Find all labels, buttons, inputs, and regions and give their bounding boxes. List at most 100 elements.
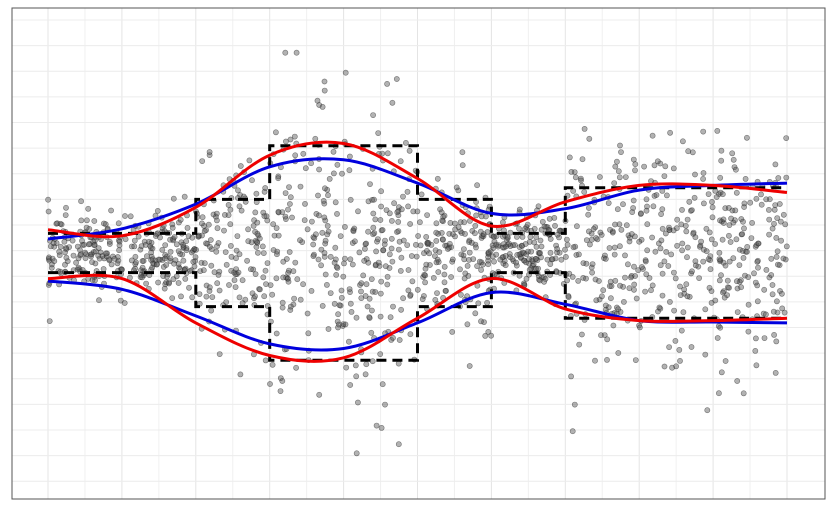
- plot-border: [11, 7, 826, 500]
- scatter-point: [745, 274, 752, 280]
- scatter-point: [223, 299, 230, 305]
- scatter-point: [668, 251, 675, 258]
- scatter-point: [373, 248, 379, 255]
- scatter-point: [720, 216, 727, 223]
- scatter-point: [408, 253, 415, 259]
- scatter-point: [205, 221, 212, 228]
- scatter-point: [629, 209, 636, 215]
- scatter-point: [700, 170, 707, 176]
- scatter-point: [277, 388, 284, 394]
- scatter-point: [149, 256, 156, 263]
- scatter-point: [551, 214, 558, 221]
- scatter-point: [606, 283, 613, 289]
- scatter-point: [631, 281, 638, 288]
- scatter-point: [171, 234, 178, 240]
- scatter-point: [684, 293, 691, 300]
- scatter-point: [261, 293, 268, 300]
- scatter-point: [183, 247, 190, 254]
- scatter-point: [379, 381, 386, 388]
- scatter-point: [684, 254, 690, 261]
- scatter-point: [312, 135, 319, 142]
- scatter-point: [564, 277, 570, 284]
- scatter-point: [457, 219, 464, 226]
- scatter-point: [316, 166, 322, 173]
- scatter-point: [516, 225, 522, 232]
- scatter-point: [721, 294, 728, 301]
- scatter-point: [378, 188, 384, 195]
- series-3-lower-line: [47, 273, 788, 363]
- scatter-point: [305, 330, 312, 337]
- scatter-point: [325, 192, 331, 199]
- scatter-point: [683, 228, 690, 235]
- scatter-point: [761, 286, 768, 293]
- scatter-point: [620, 201, 626, 208]
- scatter-point: [783, 174, 790, 181]
- scatter-point: [441, 212, 448, 219]
- scatter-point: [264, 260, 271, 266]
- scatter-point: [433, 220, 440, 227]
- scatter-point: [648, 287, 654, 294]
- scatter-point: [262, 267, 269, 274]
- scatter-point: [377, 290, 384, 297]
- scatter-point: [738, 284, 744, 291]
- scatter-point: [612, 163, 619, 170]
- scatter-point: [262, 185, 269, 191]
- scatter-point: [177, 265, 183, 272]
- scatter-point: [361, 245, 368, 252]
- scatter-point: [622, 174, 629, 180]
- scatter-point: [374, 236, 381, 242]
- scatter-point: [417, 242, 424, 249]
- scatter-point: [665, 263, 672, 269]
- scatter-point: [720, 259, 727, 266]
- scatter-point: [625, 261, 631, 268]
- scatter-point: [245, 226, 251, 233]
- scatter-point: [436, 249, 443, 255]
- scatter-point: [108, 207, 114, 214]
- scatter-point: [73, 259, 79, 266]
- scatter-point: [297, 296, 304, 303]
- scatter-point: [62, 212, 69, 218]
- scatter-point: [774, 248, 781, 255]
- scatter-point: [86, 225, 93, 232]
- scatter-point: [106, 241, 113, 247]
- scatter-point: [170, 276, 177, 283]
- scatter-point: [275, 175, 282, 182]
- scatter-point: [332, 199, 339, 206]
- scatter-point: [589, 269, 595, 276]
- scatter-point: [604, 336, 611, 343]
- scatter-point: [544, 256, 551, 263]
- scatter-point: [441, 271, 448, 278]
- scatter-point: [291, 133, 298, 140]
- scatter-point: [504, 233, 511, 240]
- scatter-point: [583, 237, 590, 243]
- scatter-point: [397, 158, 404, 165]
- scatter-point: [272, 129, 279, 136]
- scatter-point: [291, 295, 297, 302]
- scatter-point: [740, 218, 746, 225]
- scatter-point: [728, 215, 734, 222]
- scatter-point: [628, 231, 635, 237]
- scatter-point: [554, 245, 560, 252]
- scatter-point: [671, 269, 677, 276]
- series-2-upper-line: [47, 157, 788, 241]
- scatter-point: [539, 218, 546, 225]
- scatter-point: [649, 234, 655, 241]
- scatter-point: [162, 242, 169, 248]
- scatter-point: [341, 223, 348, 230]
- scatter-point: [478, 318, 484, 325]
- scatter-point: [286, 201, 293, 207]
- scatter-point: [395, 441, 402, 448]
- scatter-point: [69, 237, 76, 244]
- scatter-point: [319, 104, 326, 110]
- scatter-point: [387, 314, 394, 321]
- scatter-point: [325, 228, 332, 235]
- scatter-point: [213, 210, 220, 217]
- scatter-point: [159, 246, 166, 253]
- scatter-point: [111, 255, 118, 262]
- scatter-point: [421, 271, 428, 278]
- scatter-point: [664, 192, 670, 199]
- scatter-point: [459, 149, 466, 156]
- scatter-point: [564, 236, 570, 243]
- scatter-point: [370, 224, 377, 231]
- scatter-point: [780, 255, 787, 262]
